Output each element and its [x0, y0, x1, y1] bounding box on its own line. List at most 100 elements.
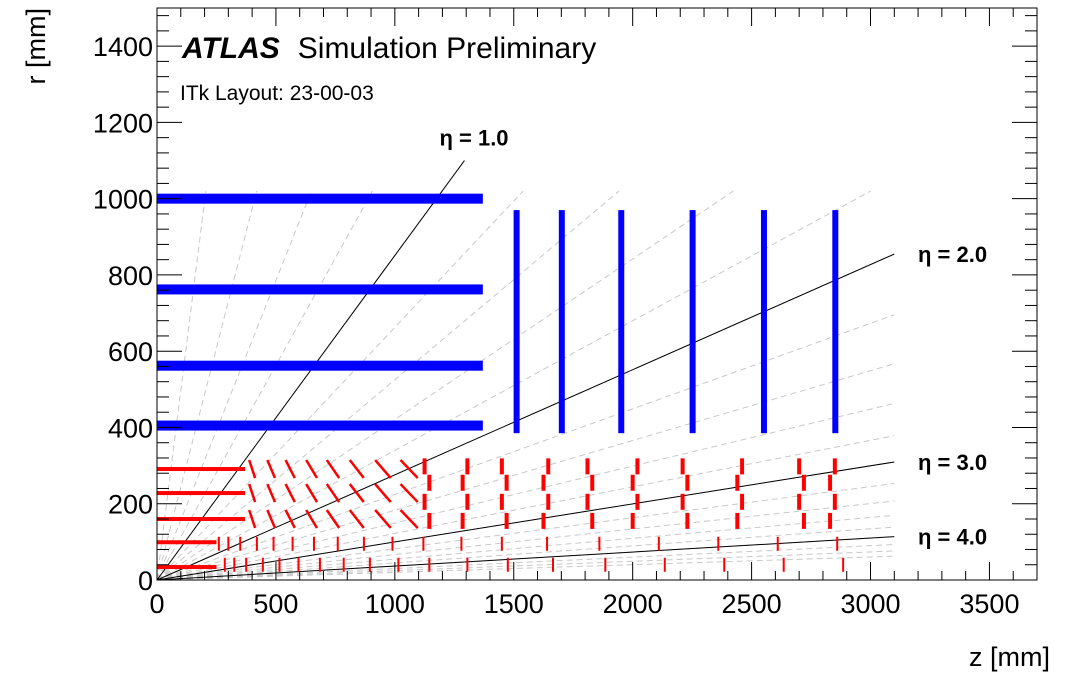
eta-guide-line: [156, 314, 895, 581]
pixel-endcap-inner-ring: [782, 557, 785, 572]
pixel-inclined-module: [374, 509, 392, 529]
chart-text: ATLAS Simulation Preliminary ITk Layout: …: [21, 8, 1050, 672]
pixel-endcap-inner-ring: [362, 536, 365, 551]
y-tick-label: 0: [138, 566, 153, 596]
pixel-endcap-ring: [635, 458, 640, 475]
y-tick-label: 1000: [93, 185, 153, 215]
pixel-inclined-module: [348, 509, 365, 529]
pixel-endcap-ring: [585, 493, 590, 510]
detector-modules: [157, 193, 845, 572]
eta-guide-line: [156, 544, 895, 581]
pixel-endcap-inner-ring: [460, 536, 463, 551]
pixel-endcap-ring: [427, 474, 432, 491]
pixel-endcap-inner-ring: [500, 536, 503, 551]
eta-guide-line: [156, 435, 895, 581]
pixel-endcap-inner-ring: [506, 557, 509, 572]
x-tick-label: 1500: [484, 589, 544, 619]
pixel-endcap-ring: [832, 458, 837, 475]
pixel-endcap-ring: [422, 493, 427, 510]
y-axis-title: r [mm]: [21, 8, 51, 84]
eta-guide-line: [156, 402, 895, 581]
title-rest: Simulation Preliminary: [298, 32, 596, 65]
x-axis-title: z [mm]: [969, 642, 1050, 672]
pixel-endcap-ring: [828, 512, 833, 529]
pixel-inclined-module: [266, 459, 277, 479]
atlas-label: ATLAS: [181, 32, 280, 65]
pixel-endcap-inner-ring: [842, 557, 845, 572]
pixel-endcap-inner-ring: [391, 536, 394, 551]
pixel-inclined-module: [284, 509, 296, 529]
pixel-endcap-ring: [541, 474, 546, 491]
pixel-inclined-module: [325, 509, 341, 529]
pixel-endcap-ring: [740, 458, 745, 475]
pixel-endcap-inner-ring: [255, 536, 258, 551]
eta-line: [156, 536, 895, 581]
eta-guide-line: [156, 190, 207, 581]
pixel-inclined-module: [325, 483, 341, 503]
eta-guide-line: [156, 190, 524, 581]
pixel-endcap-ring: [465, 493, 470, 510]
eta-guide-line: [156, 190, 734, 581]
strip-endcap-disk: [832, 210, 839, 434]
pixel-barrel-layer: [157, 565, 217, 570]
eta-line-label: η = 3.0: [918, 450, 987, 475]
pixel-inclined-module: [305, 509, 319, 529]
pixel-inclined-module: [284, 459, 296, 479]
strip-endcap-disk: [760, 210, 767, 434]
pixel-endcap-ring: [832, 493, 837, 510]
pixel-endcap-ring: [680, 493, 685, 510]
pixel-endcap-ring: [828, 474, 833, 491]
pixel-endcap-inner-ring: [336, 536, 339, 551]
chart-title: ATLAS Simulation Preliminary: [181, 32, 596, 65]
pixel-endcap-ring: [499, 458, 504, 475]
x-tick-label: 2000: [603, 589, 663, 619]
pixel-inclined-module: [374, 459, 392, 479]
pixel-endcap-inner-ring: [272, 536, 275, 551]
pixel-endcap-inner-ring: [657, 536, 660, 551]
eta-guide-line: [156, 550, 895, 581]
pixel-endcap-ring: [590, 512, 595, 529]
pixel-endcap-inner-ring: [663, 557, 666, 572]
pixel-endcap-inner-ring: [422, 536, 425, 551]
pixel-inclined-module: [247, 459, 257, 479]
axes: 0 500 1000 1500 2000 2500 3000 3500 0 200 400 600 80…: [93, 8, 1037, 619]
pixel-inclined-module: [348, 459, 365, 479]
eta-guide-line: [156, 363, 895, 581]
strip-endcap-disk: [558, 210, 565, 434]
pixel-endcap-inner-ring: [368, 557, 371, 572]
pixel-inclined-module: [325, 459, 341, 479]
pixel-endcap-ring: [685, 474, 690, 491]
eta-line-label: η = 1.0: [439, 126, 508, 151]
pixel-endcap-inner-ring: [318, 557, 321, 572]
pixel-endcap-inner-ring: [297, 557, 300, 572]
eta-guide-lines: [156, 190, 895, 581]
pixel-inclined-module: [374, 483, 392, 503]
x-tick-label: 2500: [722, 589, 782, 619]
y-tick-label: 800: [108, 261, 153, 291]
pixel-endcap-ring: [541, 512, 546, 529]
strip-barrel-layer: [157, 420, 483, 431]
pixel-barrel-layer: [157, 491, 245, 496]
y-tick-label: 1200: [93, 108, 153, 138]
pixel-endcap-ring: [797, 458, 802, 475]
pixel-endcap-ring: [504, 512, 509, 529]
x-tick-label: 1000: [365, 589, 425, 619]
eta-guide-line: [156, 190, 258, 581]
pixel-endcap-inner-ring: [397, 557, 400, 572]
strip-endcap-disk: [689, 210, 696, 434]
pixel-endcap-inner-ring: [546, 536, 549, 551]
pixel-endcap-ring: [801, 474, 806, 491]
pixel-endcap-inner-ring: [717, 536, 720, 551]
pixel-endcap-ring: [630, 512, 635, 529]
plot-frame: [156, 7, 1038, 581]
pixel-inclined-module: [247, 483, 257, 503]
eta-guide-line: [156, 190, 620, 581]
pixel-endcap-ring: [797, 493, 802, 510]
pixel-endcap-inner-ring: [245, 557, 248, 572]
pixel-endcap-inner-ring: [723, 557, 726, 572]
pixel-endcap-ring: [422, 458, 427, 475]
x-tick-label: 0: [149, 589, 164, 619]
pixel-inclined-module: [305, 483, 319, 503]
pixel-endcap-inner-ring: [342, 557, 345, 572]
